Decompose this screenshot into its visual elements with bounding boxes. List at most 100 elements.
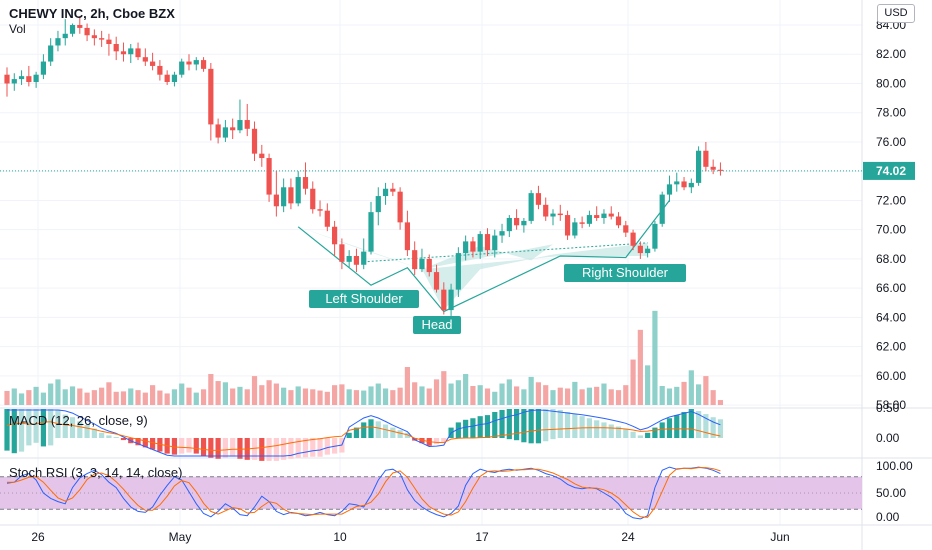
candle-body	[244, 120, 250, 129]
macd-histogram-bar	[208, 438, 214, 458]
volume-bar	[666, 388, 673, 405]
volume-bar	[572, 381, 578, 405]
volume-bar	[535, 382, 542, 405]
candle-body	[310, 188, 316, 210]
macd-histogram-bar	[120, 438, 127, 441]
volume-bar	[353, 390, 360, 405]
candle-body	[324, 210, 330, 227]
volume-bar	[506, 379, 512, 405]
macd-histogram-bar	[288, 438, 294, 459]
candle-body	[339, 244, 345, 262]
macd-histogram-bar	[717, 419, 724, 438]
volume-bar	[419, 386, 425, 405]
time-tick-label: 10	[333, 530, 347, 544]
candle-body	[390, 188, 396, 192]
volume-bar	[550, 390, 556, 405]
macd-line	[7, 409, 721, 457]
candle-body	[645, 248, 651, 254]
candle-body	[18, 76, 25, 80]
candle-body	[412, 250, 418, 270]
macd-histogram-bar	[514, 409, 520, 441]
macd-histogram-bar	[666, 418, 673, 438]
candle-body	[681, 181, 687, 188]
right-shoulder-label[interactable]: Right Shoulder	[564, 264, 686, 282]
macd-histogram-bar	[703, 414, 709, 438]
macd-label[interactable]: MACD (12, 26, close, 9)	[9, 413, 148, 428]
candle-body	[601, 213, 607, 218]
macd-histogram-bar	[150, 438, 156, 450]
volume-bar	[688, 370, 694, 405]
stoch-tick-label: 100.00	[876, 459, 913, 473]
volume-bar	[674, 386, 680, 405]
macd-histogram-bar	[40, 409, 46, 447]
volume-bar	[368, 386, 374, 405]
candle-body	[62, 33, 68, 39]
candle-body	[26, 76, 32, 83]
time-tick-label: 24	[621, 530, 635, 544]
volume-bar	[375, 383, 381, 405]
candle-body	[361, 251, 367, 265]
price-tick-label: 82.00	[876, 47, 906, 61]
candle-body	[710, 166, 716, 170]
candle-body	[317, 209, 323, 211]
candle-body	[666, 184, 673, 195]
volume-bar	[623, 385, 629, 405]
macd-histogram-bar	[171, 438, 178, 455]
macd-histogram-bar	[77, 421, 83, 438]
candle-body	[99, 38, 105, 40]
price-tick-label: 62.00	[876, 340, 906, 354]
candle-body	[484, 234, 491, 251]
candle-body	[135, 48, 141, 58]
volume-bar	[259, 385, 265, 405]
volume-bar	[470, 386, 476, 405]
candle-body	[281, 187, 287, 207]
volume-bar	[681, 381, 687, 405]
time-tick-label: May	[169, 530, 192, 544]
candle-body	[113, 44, 119, 52]
macd-histogram-bar	[375, 421, 381, 438]
time-axis[interactable]: 26 May 10 17 24 Jun	[31, 530, 789, 544]
stoch-rsi-pane	[0, 466, 862, 520]
currency-badge[interactable]: USD	[877, 4, 915, 23]
macd-histogram-bar	[251, 438, 258, 460]
candle-body	[477, 234, 483, 252]
candle-body	[164, 74, 170, 83]
volume-bar	[696, 384, 702, 405]
macd-pane	[4, 409, 724, 461]
stoch-rsi-label[interactable]: Stoch RSI (3, 3, 14, 14, close)	[9, 465, 183, 480]
stoch-tick-label: 50.00	[876, 486, 906, 500]
candle-body	[703, 150, 709, 167]
volume-bar	[215, 381, 221, 405]
candle-body	[11, 79, 17, 84]
volume-bar	[637, 329, 643, 405]
neckline	[363, 242, 648, 263]
macd-histogram-bar	[361, 422, 367, 438]
volume-bar	[222, 382, 228, 405]
macd-histogram-bar	[710, 417, 716, 438]
volume-bar	[463, 374, 469, 405]
stoch-tick-label: 0.00	[876, 510, 900, 524]
volume-bar	[33, 386, 39, 405]
candle-body	[455, 253, 461, 290]
candle-body	[652, 223, 658, 249]
candle-body	[535, 193, 542, 205]
macd-histogram-bar	[295, 438, 301, 458]
symbol-title[interactable]: CHEWY INC, 2h, Cboe BZX	[9, 6, 175, 21]
volume-bar	[484, 388, 491, 405]
macd-histogram-bar	[69, 417, 76, 438]
candle-body	[499, 231, 505, 236]
head-label[interactable]: Head	[413, 316, 461, 334]
macd-histogram-bar	[11, 409, 17, 454]
price-tick-label: 70.00	[876, 223, 906, 237]
candle-body	[492, 235, 498, 251]
price-axis[interactable]: 84.0082.0080.0078.0076.0074.0072.0070.00…	[863, 18, 915, 412]
volume-bar	[397, 387, 403, 405]
candle-body	[69, 25, 76, 34]
volume-bar	[295, 386, 301, 405]
volume-bar	[717, 400, 724, 405]
volume-bar	[40, 392, 46, 405]
volume-bar	[455, 380, 461, 405]
left-shoulder-label[interactable]: Left Shoulder	[309, 290, 419, 308]
macd-histogram-bar	[463, 419, 469, 438]
macd-histogram-bar	[48, 409, 54, 446]
